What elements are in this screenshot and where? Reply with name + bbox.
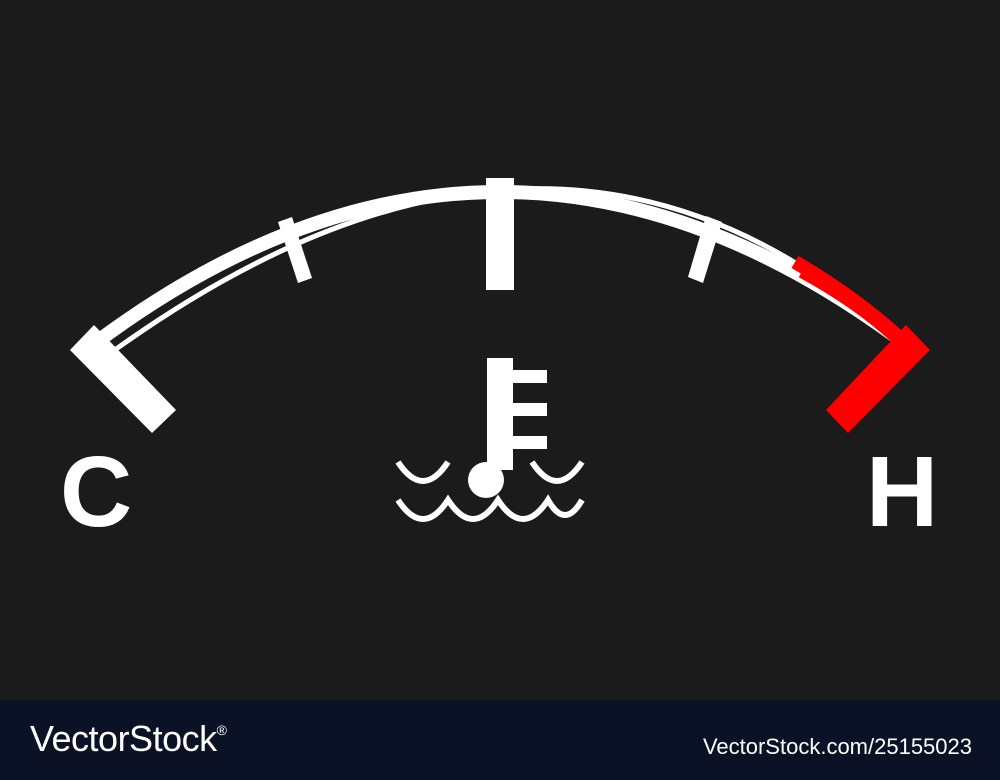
image-id-text: VectorStock.com/25155023 [702,734,972,759]
gauge-tick-1 [278,217,312,283]
gauge-tick-center [486,178,514,290]
gauge-danger-zone [791,255,911,350]
gauge-tick-hot-end [826,325,930,433]
gauge-tick-3 [688,216,722,283]
gauge-panel: C H [60,178,939,548]
temperature-gauge [70,178,930,522]
registered-mark: ® [216,722,227,738]
cold-label: C [60,436,133,548]
gauge-danger-inner [798,272,895,342]
brand-logo: VectorStock® [30,718,227,760]
hot-label: H [866,436,939,548]
watermark-footer: VectorStock® VectorStock.com/25155023 [0,700,1000,780]
gauge-tick-cold-end [70,325,176,433]
brand-name: VectorStock [30,718,217,759]
coolant-temperature-icon [395,358,585,522]
